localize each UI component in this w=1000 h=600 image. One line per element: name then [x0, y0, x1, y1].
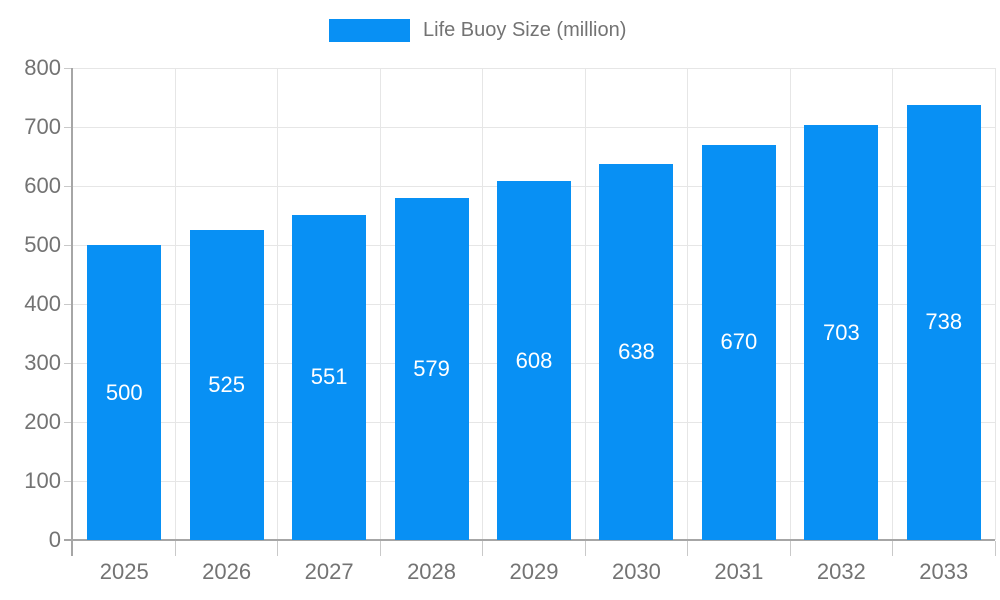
x-axis-line [64, 539, 995, 541]
x-axis-label: 2028 [407, 559, 457, 584]
y-axis-label: 100 [24, 468, 61, 493]
bar-2030 [599, 163, 674, 540]
y-tick [64, 67, 73, 69]
y-axis-label: 600 [24, 173, 61, 198]
bar-2029 [497, 181, 571, 540]
y-axis-line [71, 68, 73, 556]
x-tick [892, 541, 894, 556]
x-tick [584, 541, 586, 556]
y-tick [64, 480, 73, 482]
x-axis-label: 2025 [99, 559, 149, 584]
bar-value-label: 608 [515, 347, 553, 373]
x-axis-label: 2032 [816, 559, 866, 584]
y-gridline [73, 67, 995, 69]
x-gridline [277, 68, 279, 540]
x-tick [687, 541, 689, 556]
y-tick [64, 126, 73, 128]
x-tick [482, 541, 484, 556]
y-axis-label: 200 [24, 409, 61, 434]
y-axis-label: 700 [24, 114, 61, 139]
y-tick [64, 303, 73, 305]
legend-item[interactable]: Life Buoy Size (million) [329, 19, 626, 42]
y-gridline [73, 126, 995, 128]
y-tick [64, 421, 73, 423]
y-axis-label: 400 [24, 291, 61, 316]
bar-2026 [189, 230, 264, 540]
bar-value-label: 525 [208, 372, 246, 398]
x-tick [789, 541, 791, 556]
bar-value-label: 551 [310, 364, 348, 390]
bar-value-label: 703 [822, 319, 860, 345]
x-gridline [789, 68, 791, 540]
x-axis-label: 2030 [611, 559, 661, 584]
x-axis-label: 2033 [919, 559, 969, 584]
x-gridline [174, 68, 176, 540]
legend-swatch [329, 19, 410, 42]
y-axis-label: 0 [48, 527, 61, 552]
x-gridline [994, 68, 996, 540]
bar-2027 [292, 214, 367, 540]
x-tick [277, 541, 279, 556]
bar-value-label: 500 [105, 379, 143, 405]
y-axis-label: 500 [24, 232, 61, 257]
bar-value-label: 738 [925, 309, 963, 335]
y-axis-label: 800 [24, 55, 61, 80]
bar-2028 [394, 198, 469, 540]
y-axis-label: 300 [24, 350, 61, 375]
x-axis-label: 2031 [714, 559, 764, 584]
bar-value-label: 670 [720, 329, 758, 355]
bar-value-label: 638 [618, 338, 655, 364]
x-axis-label: 2029 [509, 559, 559, 584]
bar-2032 [804, 125, 879, 540]
y-tick [64, 362, 73, 364]
y-tick [64, 244, 73, 246]
x-axis-label: 2026 [202, 559, 252, 584]
legend-label: Life Buoy Size (million) [423, 19, 627, 41]
bar-2031 [701, 144, 776, 540]
bar-value-label: 579 [413, 356, 450, 382]
x-gridline [379, 68, 381, 540]
x-gridline [482, 68, 484, 540]
x-axis-label: 2027 [304, 559, 354, 584]
bar-2033 [906, 104, 981, 540]
bar-2025 [87, 245, 162, 540]
x-tick [379, 541, 381, 556]
y-tick [64, 185, 73, 187]
x-gridline [687, 68, 689, 540]
x-gridline [584, 68, 586, 540]
x-tick [994, 541, 996, 556]
x-tick [174, 541, 176, 556]
x-gridline [892, 68, 894, 540]
